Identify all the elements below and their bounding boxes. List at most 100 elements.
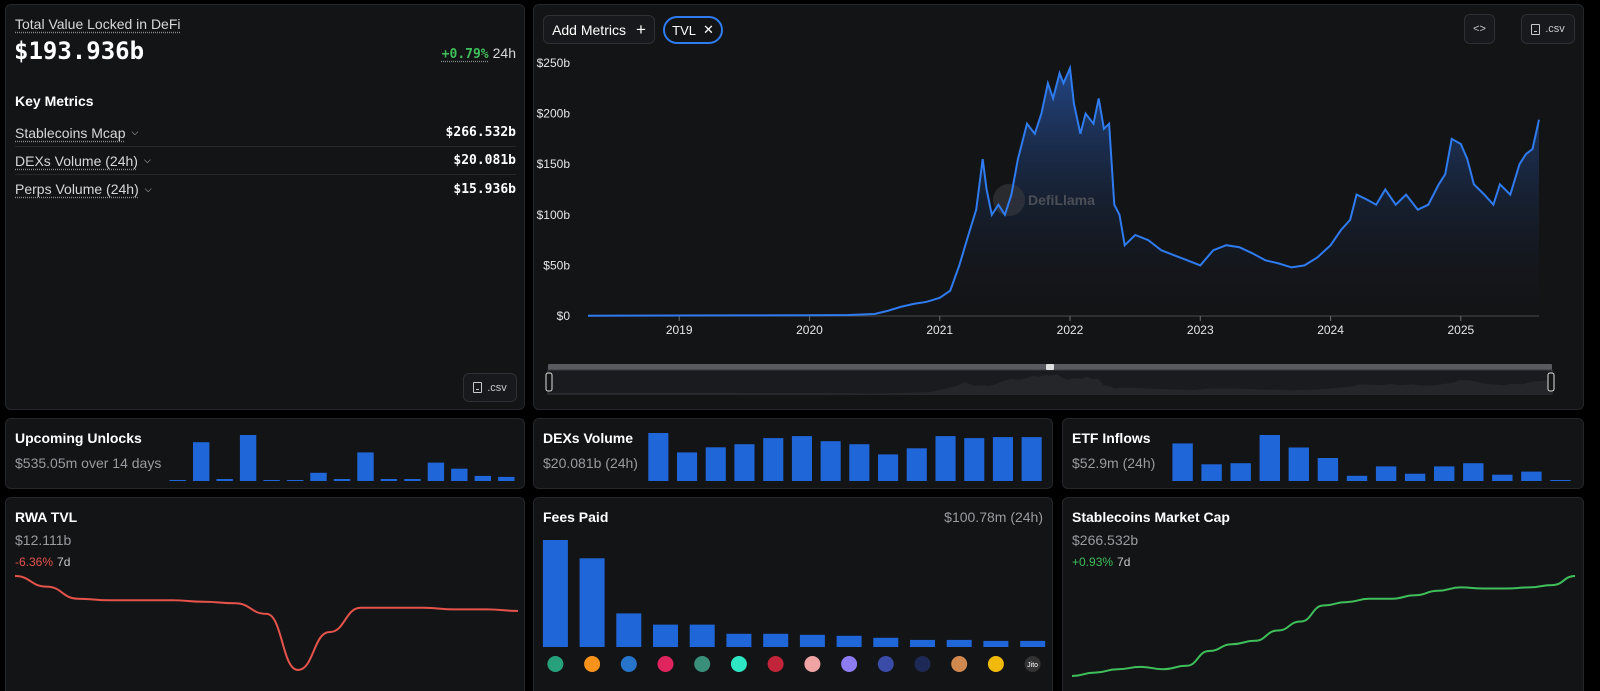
stablecoins-mcap-line-chart xyxy=(1071,575,1576,677)
bar xyxy=(1404,473,1426,481)
pump-icon xyxy=(657,656,674,672)
key-metric-row-stablecoins[interactable]: Stablecoins Mcap ⌵ $266.532b xyxy=(15,119,516,147)
dexs-volume-panel[interactable]: DEXs Volume $20.081b (24h) xyxy=(533,418,1053,489)
bar xyxy=(820,441,841,481)
bar xyxy=(404,479,421,481)
bar xyxy=(1201,464,1222,481)
key-metric-row-perps-volume[interactable]: Perps Volume (24h) ⌵ $15.936b xyxy=(15,175,516,203)
bar xyxy=(763,438,784,481)
chart-csv-button[interactable]: .csv xyxy=(1521,14,1575,44)
bar xyxy=(616,613,642,647)
panel-value: $266.532b xyxy=(1072,532,1139,548)
bar xyxy=(1521,471,1542,481)
tvl-change-period: 24h xyxy=(492,45,516,61)
tvl-change-percent: +0.79% xyxy=(441,47,489,62)
bar xyxy=(263,480,280,481)
ethena-icon xyxy=(694,656,711,672)
upcoming-unlocks-bar-chart xyxy=(169,435,515,481)
bar xyxy=(1259,435,1280,481)
watermark-text: DefiLlama xyxy=(1028,192,1095,208)
bar xyxy=(648,433,669,481)
range-slider-right-handle[interactable] xyxy=(1547,372,1555,392)
bar xyxy=(1230,463,1251,481)
upcoming-unlocks-panel[interactable]: Upcoming Unlocks $535.05m over 14 days xyxy=(5,418,525,489)
overview-csv-button[interactable]: .csv xyxy=(463,373,517,402)
chevron-down-icon: ⌵ xyxy=(144,183,152,194)
panel-value: $12.111b xyxy=(15,532,72,548)
bar xyxy=(333,479,351,481)
key-metric-value: $266.532b xyxy=(445,125,516,140)
tvl-series-line xyxy=(587,64,1540,317)
plus-icon: + xyxy=(635,20,646,39)
bar xyxy=(964,438,985,481)
bar xyxy=(286,480,304,481)
bar xyxy=(763,633,789,647)
range-slider[interactable] xyxy=(545,364,1555,395)
bar xyxy=(992,437,1013,481)
bar xyxy=(380,479,398,481)
close-icon[interactable]: ✕ xyxy=(702,22,714,37)
etf-inflows-panel[interactable]: ETF Inflows $52.9m (24h) xyxy=(1062,418,1584,489)
bar xyxy=(579,558,605,647)
y-tick-label: $50b xyxy=(543,258,570,272)
file-icon xyxy=(1531,23,1541,35)
bar xyxy=(239,435,257,481)
jito-icon: Jito xyxy=(1024,656,1041,672)
panel-subtitle: $20.081b (24h) xyxy=(543,455,638,471)
chevron-down-icon: ⌵ xyxy=(143,155,151,165)
dexs-volume-bar-chart xyxy=(648,433,1042,481)
bar xyxy=(705,447,726,481)
bar xyxy=(734,444,755,481)
tvl-metric-chip[interactable]: TVL ✕ xyxy=(663,16,723,44)
bar xyxy=(983,640,1009,647)
file-icon xyxy=(473,382,483,393)
panel-title: Fees Paid xyxy=(543,509,609,525)
bar xyxy=(1463,463,1484,481)
sky-icon xyxy=(877,656,894,672)
tvl-change: +0.79% 24h xyxy=(442,45,516,62)
key-metric-row-dexs-volume[interactable]: DEXs Volume (24h) ⌵ $20.081b xyxy=(15,147,516,175)
panel-value: $100.78m (24h) xyxy=(944,509,1043,525)
x-axis: 2019 2020 2021 2022 2023 2024 2025 xyxy=(666,316,1475,337)
add-metrics-button[interactable]: Add Metrics + xyxy=(543,15,655,44)
fees-paid-panel[interactable]: Fees Paid $100.78m (24h) Jito xyxy=(533,497,1053,691)
bar xyxy=(653,624,678,647)
bar xyxy=(193,442,210,481)
y-tick-label: $250b xyxy=(537,56,571,70)
bar xyxy=(216,479,233,481)
bar xyxy=(906,448,927,481)
range-slider-preview xyxy=(548,374,1552,394)
code-icon: <> xyxy=(1473,23,1486,35)
tvl-area-chart[interactable]: $0$50b$100b$150b$200b$250b 2019 2020 2021 2… xyxy=(534,5,1584,410)
embed-code-button[interactable]: <> xyxy=(1464,14,1495,44)
bar xyxy=(1550,480,1571,481)
series-line xyxy=(14,575,519,672)
y-tick-label: $150b xyxy=(537,157,571,171)
phantom-icon xyxy=(841,656,858,672)
key-metric-label: DEXs Volume (24h) ⌵ xyxy=(15,152,151,169)
tvl-overview-panel: Total Value Locked in DeFi $193.936b +0.… xyxy=(5,4,525,410)
range-slider-grip[interactable] xyxy=(1046,364,1054,370)
range-slider-left-handle[interactable] xyxy=(545,372,553,392)
bar xyxy=(498,476,515,481)
tvl-area-fill xyxy=(588,68,1539,316)
panel-change: +0.93% 7d xyxy=(1072,555,1131,569)
bar xyxy=(726,633,752,647)
bar xyxy=(1375,466,1397,481)
bar xyxy=(689,624,715,647)
x-tick-label: 2023 xyxy=(1187,323,1214,337)
x-tick-label: 2022 xyxy=(1057,323,1084,337)
panel-title: Upcoming Unlocks xyxy=(15,430,142,446)
panel-subtitle: $52.9m (24h) xyxy=(1072,455,1156,471)
bar xyxy=(1492,474,1513,481)
bar xyxy=(935,436,956,481)
stablecoins-mcap-panel[interactable]: Stablecoins Market Cap $266.532b +0.93% 7… xyxy=(1062,497,1584,691)
key-metric-value: $20.081b xyxy=(453,153,516,168)
bar xyxy=(474,475,491,481)
bar xyxy=(310,472,327,481)
hyperliquid-icon xyxy=(730,656,747,672)
bar xyxy=(677,452,698,481)
rwa-tvl-panel[interactable]: RWA TVL $12.111b -6.36% 7d xyxy=(5,497,525,691)
tvl-label[interactable]: Total Value Locked in DeFi xyxy=(15,16,181,32)
tvl-chart-panel: Add Metrics + TVL ✕ <> .csv $0 $50b $100b $… xyxy=(533,4,1584,410)
